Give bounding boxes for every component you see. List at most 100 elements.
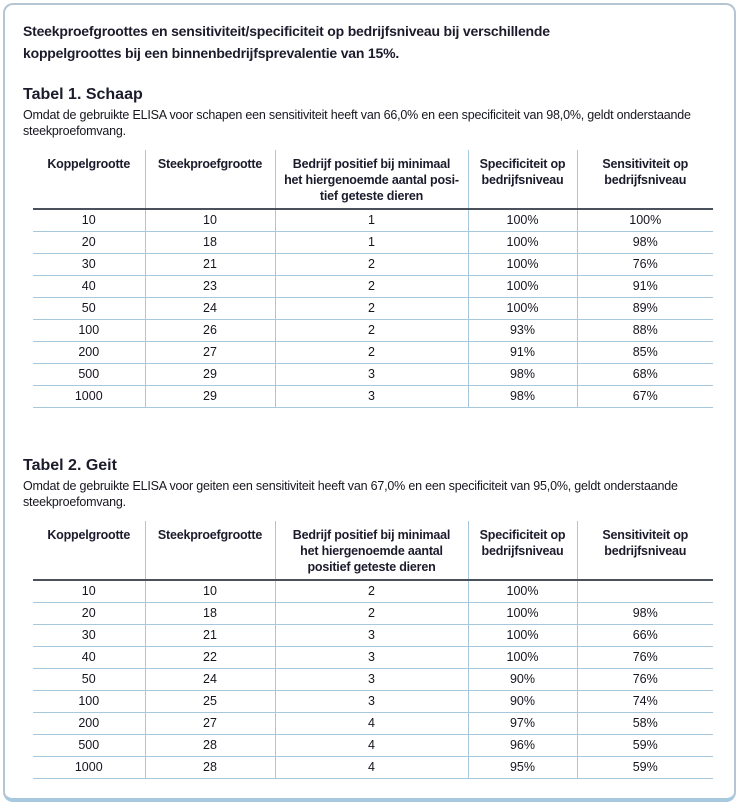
table-cell: 100% [467, 297, 577, 320]
table-row: 100 25 3 90% 74% [33, 690, 713, 713]
text-line: bedrijfsniveau [481, 172, 564, 187]
table1-section: Tabel 1. Schaap Omdat de gebruikte ELISA… [23, 85, 724, 408]
column-header-specificiteit: Specificiteit op bedrijfsniveau [467, 520, 577, 581]
table-cell: 10 [33, 208, 145, 232]
table-cell: 91% [467, 341, 577, 364]
table-cell: 500 [33, 734, 145, 757]
table-cell: 29 [144, 363, 275, 386]
table-cell: 18 [144, 231, 275, 254]
table-cell: 40 [33, 646, 145, 669]
table-cell: 100 [33, 319, 145, 342]
table-header-row: Koppelgrootte Steekproefgrootte Bedrijf … [33, 520, 713, 581]
table-cell: 500 [33, 363, 145, 386]
table-row: 50 24 2 100% 89% [33, 297, 713, 320]
table-cell: 4 [274, 756, 468, 779]
table-cell: 76% [576, 668, 713, 691]
column-header-sensitiviteit: Sensitiviteit op bedrijfsniveau [576, 149, 713, 210]
table-row: 1000 28 4 95% 59% [33, 756, 713, 779]
text-line: Sensitiviteit op [602, 156, 689, 171]
page-title: Steekproefgroottes en sensitiviteit/spec… [23, 20, 724, 65]
table-cell: 50 [33, 297, 145, 320]
table-row: 1000 29 3 98% 67% [33, 385, 713, 408]
text-line: Bedrijf positief bij minimaal [292, 156, 451, 171]
table-cell: 4 [274, 734, 468, 757]
table-cell: 93% [467, 319, 577, 342]
table-cell: 85% [576, 341, 713, 364]
table1-description: Omdat de gebruikte ELISA voor schapen ee… [23, 107, 724, 139]
table-row: 20 18 1 100% 98% [33, 231, 713, 254]
table-cell: 58% [576, 712, 713, 735]
table2-caption: Tabel 2. Geit [23, 456, 117, 474]
table-cell: 88% [576, 319, 713, 342]
table-cell: 2 [274, 319, 468, 342]
table2-body: 10 10 2 100% 20 18 2 100% 98% 30 21 3 100% 66% 40 22 3 10… [33, 579, 713, 779]
text-line: Koppelgrootte [47, 527, 131, 542]
content-panel: Steekproefgroottes en sensitiviteit/spec… [3, 3, 736, 802]
table-cell: 27 [144, 341, 275, 364]
table-cell: 1000 [33, 756, 145, 779]
text-line: bedrijfsniveau [604, 172, 687, 187]
table1-caption: Tabel 1. Schaap [23, 85, 143, 103]
table-cell: 22 [144, 646, 275, 669]
text-line: Bedrijf positief bij minimaal [292, 527, 451, 542]
text-line: Koppelgrootte [47, 156, 131, 171]
table2: Koppelgrootte Steekproefgrootte Bedrijf … [33, 520, 713, 779]
text-line: positief geteste dieren [307, 559, 436, 574]
column-header-koppelgrootte: Koppelgrootte [33, 520, 145, 581]
table-cell: 98% [467, 363, 577, 386]
table-cell: 2 [274, 297, 468, 320]
column-header-sensitiviteit: Sensitiviteit op bedrijfsniveau [576, 520, 713, 581]
table-cell: 1000 [33, 385, 145, 408]
table-cell: 2 [274, 275, 468, 298]
text-line: Sensitiviteit op [602, 527, 689, 542]
table-row: 200 27 2 91% 85% [33, 341, 713, 364]
table2-section: Tabel 2. Geit Omdat de gebruikte ELISA v… [23, 456, 724, 779]
column-header-bedrijf-positief: Bedrijf positief bij minimaal het hiergen… [274, 520, 468, 581]
text-line: bedrijfsniveau [481, 543, 564, 558]
table-row: 200 27 4 97% 58% [33, 712, 713, 735]
table-row: 500 29 3 98% 68% [33, 363, 713, 386]
table-cell: 2 [274, 341, 468, 364]
table-cell: 100% [467, 253, 577, 276]
table-cell: 3 [274, 690, 468, 713]
table-cell: 100% [467, 231, 577, 254]
table-cell: 1 [274, 231, 468, 254]
table-row: 20 18 2 100% 98% [33, 602, 713, 625]
table1-body: 10 10 1 100% 100% 20 18 1 100% 98% 30 21 2 100% 76% 40 2… [33, 208, 713, 408]
table-cell: 98% [576, 231, 713, 254]
table-cell: 200 [33, 341, 145, 364]
table-row: 10 10 1 100% 100% [33, 208, 713, 232]
table-cell: 96% [467, 734, 577, 757]
table-cell: 24 [144, 297, 275, 320]
table-cell: 40 [33, 275, 145, 298]
table-cell: 74% [576, 690, 713, 713]
table-cell: 95% [467, 756, 577, 779]
table-cell: 2 [274, 602, 468, 625]
table-cell: 3 [274, 668, 468, 691]
table-cell: 2 [274, 579, 468, 603]
table-cell: 3 [274, 646, 468, 669]
table-cell: 100% [467, 579, 577, 603]
table-row: 50 24 3 90% 76% [33, 668, 713, 691]
table-cell: 76% [576, 253, 713, 276]
column-header-specificiteit: Specificiteit op bedrijfsniveau [467, 149, 577, 210]
table-row: 40 23 2 100% 91% [33, 275, 713, 298]
table-cell: 100 [33, 690, 145, 713]
table-cell: 28 [144, 756, 275, 779]
table-cell: 26 [144, 319, 275, 342]
column-header-koppelgrootte: Koppelgrootte [33, 149, 145, 210]
text-line: tief geteste dieren [319, 188, 424, 203]
text-line: Steekproefgrootte [157, 156, 263, 171]
table-cell: 100% [467, 602, 577, 625]
table-cell: 200 [33, 712, 145, 735]
table-cell: 30 [33, 253, 145, 276]
text-line: koppelgroottes bij een binnenbedrijfspre… [23, 45, 400, 62]
text-line: Omdat de gebruikte ELISA voor geiten een… [23, 478, 678, 493]
column-header-steekproefgrootte: Steekproefgrootte [144, 149, 275, 210]
table-row: 10 10 2 100% [33, 579, 713, 603]
table-row: 100 26 2 93% 88% [33, 319, 713, 342]
table-cell: 91% [576, 275, 713, 298]
table2-description: Omdat de gebruikte ELISA voor geiten een… [23, 478, 724, 510]
table-cell: 98% [576, 602, 713, 625]
table-cell: 50 [33, 668, 145, 691]
